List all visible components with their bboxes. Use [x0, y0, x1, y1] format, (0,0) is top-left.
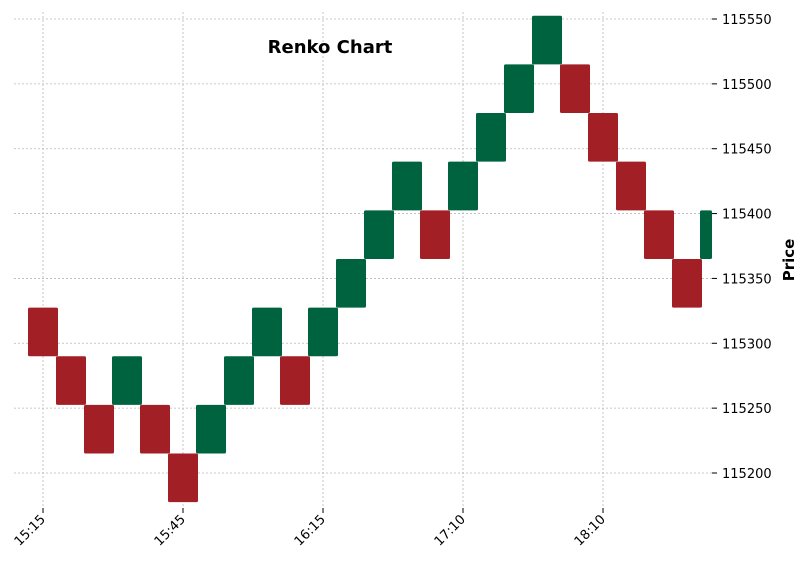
renko-brick-up: [392, 161, 422, 211]
x-axis: 15:15 15:45 16:15 17:10 18:10: [12, 508, 609, 549]
renko-brick-up: [112, 356, 142, 405]
renko-brick-up: [252, 307, 282, 357]
y-tick-label: 115350: [722, 272, 772, 287]
y-axis: 115200 115250 115300 115350 115400 115450 1155…: [712, 13, 772, 482]
y-tick-label: 115450: [722, 143, 772, 158]
renko-brick-down: [56, 356, 86, 405]
y-axis-label: Price: [780, 239, 798, 282]
y-tick-label: 115500: [722, 78, 772, 93]
x-tick-label: 15:45: [152, 512, 189, 549]
y-tick-label: 115300: [722, 337, 772, 352]
renko-brick-down: [672, 258, 702, 308]
y-tick-label: 115400: [722, 208, 772, 223]
renko-brick-down: [84, 404, 114, 454]
x-tick-label: 16:15: [292, 512, 329, 549]
renko-brick-down: [28, 307, 58, 357]
y-tick-label: 115550: [722, 13, 772, 28]
brick-layer: [28, 15, 712, 503]
y-tick-label: 115250: [722, 402, 772, 417]
renko-brick-down: [644, 210, 674, 259]
renko-brick-up: [504, 64, 534, 114]
renko-brick-down: [588, 113, 618, 162]
renko-brick-up: [308, 307, 338, 357]
renko-brick-down: [616, 161, 646, 211]
grid-layer: [14, 12, 712, 508]
renko-brick-up: [532, 15, 562, 65]
renko-brick-down: [168, 453, 198, 503]
renko-brick-up: [448, 161, 478, 211]
renko-brick-down: [420, 210, 450, 259]
renko-brick-down: [140, 404, 170, 454]
renko-brick-up: [476, 113, 506, 162]
renko-brick-down: [560, 64, 590, 114]
x-tick-label: 17:10: [432, 512, 469, 549]
x-tick-label: 15:15: [12, 512, 49, 549]
renko-brick-up: [336, 258, 366, 308]
y-tick-label: 115200: [722, 467, 772, 482]
renko-brick-up: [700, 210, 712, 259]
x-tick-label: 18:10: [572, 512, 609, 549]
renko-brick-up: [364, 210, 394, 259]
chart-title: Renko Chart: [268, 37, 393, 58]
renko-brick-up: [224, 356, 254, 405]
renko-brick-down: [280, 356, 310, 405]
renko-brick-up: [196, 404, 226, 454]
